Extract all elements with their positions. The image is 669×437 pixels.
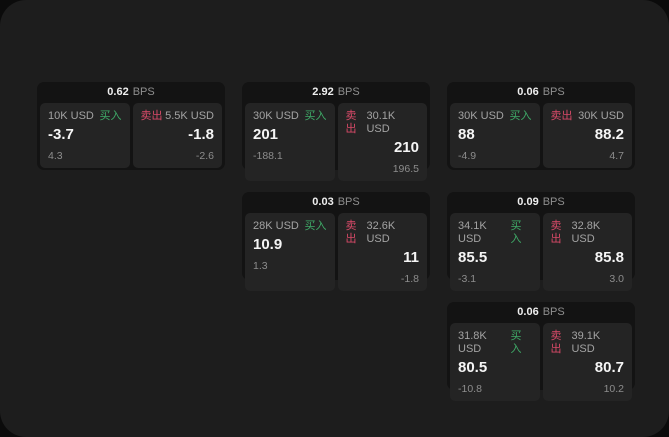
bps-value: 0.62: [107, 86, 129, 98]
bps-unit-label: BPS: [542, 86, 565, 98]
card-header: 0.06 BPS: [450, 82, 632, 103]
sell-sub-value: -1.8: [400, 273, 419, 285]
buy-amount: 30K USD: [253, 110, 299, 122]
sell-sub-value: 10.2: [603, 383, 624, 395]
sell-button[interactable]: 卖出: [140, 110, 163, 122]
card-body: 28K USD 买入 10.9 1.3 卖出 32.6K USD 11 -1.8: [245, 213, 427, 291]
sell-button[interactable]: 卖出: [550, 110, 573, 122]
sell-button[interactable]: 卖出: [550, 330, 562, 355]
sell-sub-value: -2.6: [195, 150, 214, 162]
sell-sub-value: 3.0: [609, 273, 624, 285]
bps-unit-label: BPS: [337, 86, 360, 98]
buy-price: 201: [253, 126, 279, 143]
sell-price: -1.8: [188, 126, 214, 143]
buy-button[interactable]: 买入: [510, 220, 522, 245]
bps-unit-label: BPS: [132, 86, 155, 98]
buy-amount: 34.1K USD: [458, 220, 487, 245]
sell-panel[interactable]: 卖出 39.1K USD 80.7 10.2: [542, 323, 632, 401]
quote-card: 0.06 BPS 31.8K USD 买入 80.5 -10.8 卖出 39.1K…: [447, 302, 635, 401]
sell-sub-value: 196.5: [392, 163, 419, 175]
card-header: 0.06 BPS: [450, 302, 632, 323]
buy-panel[interactable]: 34.1K USD 买入 85.5 -3.1: [450, 213, 540, 291]
buy-panel[interactable]: 31.8K USD 买入 80.5 -10.8: [450, 323, 540, 401]
sell-amount: 32.8K USD: [571, 220, 601, 245]
bps-value: 0.09: [517, 196, 539, 208]
buy-price: 80.5: [458, 359, 488, 376]
quote-card: 0.06 BPS 30K USD 买入 88 -4.9 卖出 30K USD: [447, 82, 635, 170]
buy-price: -3.7: [48, 126, 74, 143]
buy-sub-value: -188.1: [253, 150, 283, 162]
sell-button[interactable]: 卖出: [345, 220, 357, 245]
sell-amount: 5.5K USD: [165, 110, 214, 122]
sell-amount: 39.1K USD: [571, 330, 601, 355]
buy-panel[interactable]: 30K USD 买入 88 -4.9: [450, 103, 540, 168]
buy-amount: 31.8K USD: [458, 330, 487, 355]
card-header: 2.92 BPS: [245, 82, 427, 103]
bps-value: 0.06: [517, 306, 539, 318]
card-header: 0.62 BPS: [40, 82, 222, 103]
card-header: 0.03 BPS: [245, 192, 427, 213]
buy-panel[interactable]: 10K USD 买入 -3.7 4.3: [40, 103, 130, 168]
buy-price: 85.5: [458, 249, 488, 266]
sell-panel[interactable]: 卖出 32.8K USD 85.8 3.0: [542, 213, 632, 291]
sell-amount: 30.1K USD: [366, 110, 396, 135]
buy-button[interactable]: 买入: [509, 110, 532, 122]
buy-sub-value: -10.8: [458, 383, 482, 395]
sell-price: 80.7: [594, 359, 624, 376]
sell-button[interactable]: 卖出: [345, 110, 357, 135]
quote-card: 0.09 BPS 34.1K USD 买入 85.5 -3.1 卖出 32.8K …: [447, 192, 635, 291]
buy-button[interactable]: 买入: [99, 110, 122, 122]
sell-price: 11: [403, 249, 419, 266]
buy-button[interactable]: 买入: [304, 110, 327, 122]
bps-value: 0.03: [312, 196, 334, 208]
card-body: 31.8K USD 买入 80.5 -10.8 卖出 39.1K USD 80.…: [450, 323, 632, 401]
buy-sub-value: -4.9: [458, 150, 477, 162]
card-body: 30K USD 买入 201 -188.1 卖出 30.1K USD 210 1…: [245, 103, 427, 181]
bps-unit-label: BPS: [542, 196, 565, 208]
buy-price: 10.9: [253, 236, 283, 253]
bps-unit-label: BPS: [337, 196, 360, 208]
sell-sub-value: 4.7: [609, 150, 624, 162]
sell-panel[interactable]: 卖出 5.5K USD -1.8 -2.6: [132, 103, 222, 168]
buy-amount: 10K USD: [48, 110, 94, 122]
sell-button[interactable]: 卖出: [550, 220, 562, 245]
sell-price: 85.8: [594, 249, 624, 266]
bps-value: 0.06: [517, 86, 539, 98]
card-header: 0.09 BPS: [450, 192, 632, 213]
quote-card: 2.92 BPS 30K USD 买入 201 -188.1 卖出 30.1K U…: [242, 82, 430, 181]
card-body: 10K USD 买入 -3.7 4.3 卖出 5.5K USD -1.8 -2.…: [40, 103, 222, 168]
buy-amount: 28K USD: [253, 220, 299, 232]
quote-card-grid: 0.62 BPS 10K USD 买入 -3.7 4.3 卖出 5.5K USD: [37, 82, 635, 401]
sell-panel[interactable]: 卖出 32.6K USD 11 -1.8: [337, 213, 427, 291]
buy-sub-value: 1.3: [253, 260, 268, 272]
sell-amount: 32.6K USD: [366, 220, 396, 245]
sell-price: 88.2: [594, 126, 624, 143]
buy-price: 88: [458, 126, 475, 143]
buy-panel[interactable]: 28K USD 买入 10.9 1.3: [245, 213, 335, 291]
buy-sub-value: -3.1: [458, 273, 477, 285]
sell-amount: 30K USD: [578, 110, 624, 122]
bps-unit-label: BPS: [542, 306, 565, 318]
bps-value: 2.92: [312, 86, 334, 98]
quote-card: 0.03 BPS 28K USD 买入 10.9 1.3 卖出 32.6K USD: [242, 192, 430, 291]
buy-button[interactable]: 买入: [304, 220, 327, 232]
sell-price: 210: [393, 139, 419, 156]
card-body: 30K USD 买入 88 -4.9 卖出 30K USD 88.2 4.7: [450, 103, 632, 168]
sell-panel[interactable]: 卖出 30.1K USD 210 196.5: [337, 103, 427, 181]
quote-card: 0.62 BPS 10K USD 买入 -3.7 4.3 卖出 5.5K USD: [37, 82, 225, 170]
buy-amount: 30K USD: [458, 110, 504, 122]
sell-panel[interactable]: 卖出 30K USD 88.2 4.7: [542, 103, 632, 168]
buy-button[interactable]: 买入: [510, 330, 522, 355]
card-body: 34.1K USD 买入 85.5 -3.1 卖出 32.8K USD 85.8…: [450, 213, 632, 291]
buy-sub-value: 4.3: [48, 150, 63, 162]
buy-panel[interactable]: 30K USD 买入 201 -188.1: [245, 103, 335, 181]
